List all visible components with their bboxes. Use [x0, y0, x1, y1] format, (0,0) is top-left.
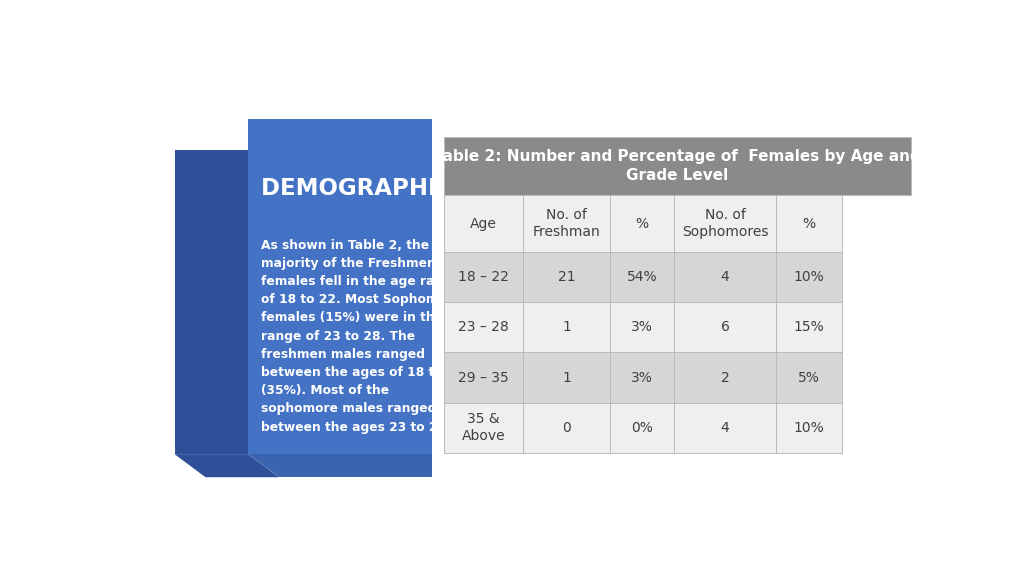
- FancyBboxPatch shape: [522, 252, 610, 302]
- FancyBboxPatch shape: [444, 252, 522, 302]
- FancyBboxPatch shape: [776, 302, 842, 353]
- Text: 23 – 28: 23 – 28: [458, 320, 509, 335]
- Text: 10%: 10%: [794, 420, 824, 434]
- FancyBboxPatch shape: [674, 252, 776, 302]
- Text: 54%: 54%: [627, 270, 657, 285]
- Text: 15%: 15%: [794, 320, 824, 335]
- FancyBboxPatch shape: [776, 195, 842, 252]
- FancyBboxPatch shape: [522, 403, 610, 453]
- FancyBboxPatch shape: [444, 137, 910, 195]
- Text: No. of
Sophomores: No. of Sophomores: [682, 208, 768, 239]
- FancyBboxPatch shape: [674, 353, 776, 403]
- FancyBboxPatch shape: [610, 353, 674, 403]
- Text: DEMOGRAPHICS 2: DEMOGRAPHICS 2: [261, 177, 495, 200]
- Polygon shape: [174, 454, 280, 478]
- FancyBboxPatch shape: [610, 302, 674, 353]
- Text: 10%: 10%: [794, 270, 824, 285]
- FancyBboxPatch shape: [674, 195, 776, 252]
- Text: No. of
Freshman: No. of Freshman: [532, 208, 600, 239]
- FancyBboxPatch shape: [776, 403, 842, 453]
- Text: 3%: 3%: [631, 370, 653, 385]
- Text: 0%: 0%: [631, 420, 653, 434]
- FancyBboxPatch shape: [444, 353, 522, 403]
- Text: %: %: [636, 217, 648, 230]
- FancyBboxPatch shape: [522, 302, 610, 353]
- FancyBboxPatch shape: [522, 353, 610, 403]
- Text: 21: 21: [558, 270, 575, 285]
- Text: As shown in Table 2, the
majority of the Freshmen
females fell in the age range
: As shown in Table 2, the majority of the…: [261, 238, 473, 434]
- Text: 35 &
Above: 35 & Above: [462, 412, 505, 443]
- Polygon shape: [248, 454, 432, 478]
- Text: %: %: [803, 217, 815, 230]
- Text: 0: 0: [562, 420, 570, 434]
- Text: 4: 4: [721, 270, 729, 285]
- FancyBboxPatch shape: [674, 302, 776, 353]
- FancyBboxPatch shape: [610, 403, 674, 453]
- FancyBboxPatch shape: [444, 302, 522, 353]
- FancyBboxPatch shape: [776, 353, 842, 403]
- Text: Age: Age: [470, 217, 497, 230]
- FancyBboxPatch shape: [610, 195, 674, 252]
- FancyBboxPatch shape: [248, 119, 432, 454]
- Text: 1: 1: [562, 370, 570, 385]
- Text: 3%: 3%: [631, 320, 653, 335]
- FancyBboxPatch shape: [776, 252, 842, 302]
- Text: 18 – 22: 18 – 22: [458, 270, 509, 285]
- Text: Table 2: Number and Percentage of  Females by Age and
Grade Level: Table 2: Number and Percentage of Female…: [434, 149, 921, 183]
- Text: 6: 6: [721, 320, 729, 335]
- Text: 29 – 35: 29 – 35: [458, 370, 509, 385]
- Text: 5%: 5%: [798, 370, 820, 385]
- FancyBboxPatch shape: [674, 403, 776, 453]
- FancyBboxPatch shape: [444, 403, 522, 453]
- FancyBboxPatch shape: [444, 195, 522, 252]
- FancyBboxPatch shape: [174, 150, 248, 454]
- FancyBboxPatch shape: [610, 252, 674, 302]
- Text: 2: 2: [721, 370, 729, 385]
- Text: 1: 1: [562, 320, 570, 335]
- FancyBboxPatch shape: [522, 195, 610, 252]
- Text: 4: 4: [721, 420, 729, 434]
